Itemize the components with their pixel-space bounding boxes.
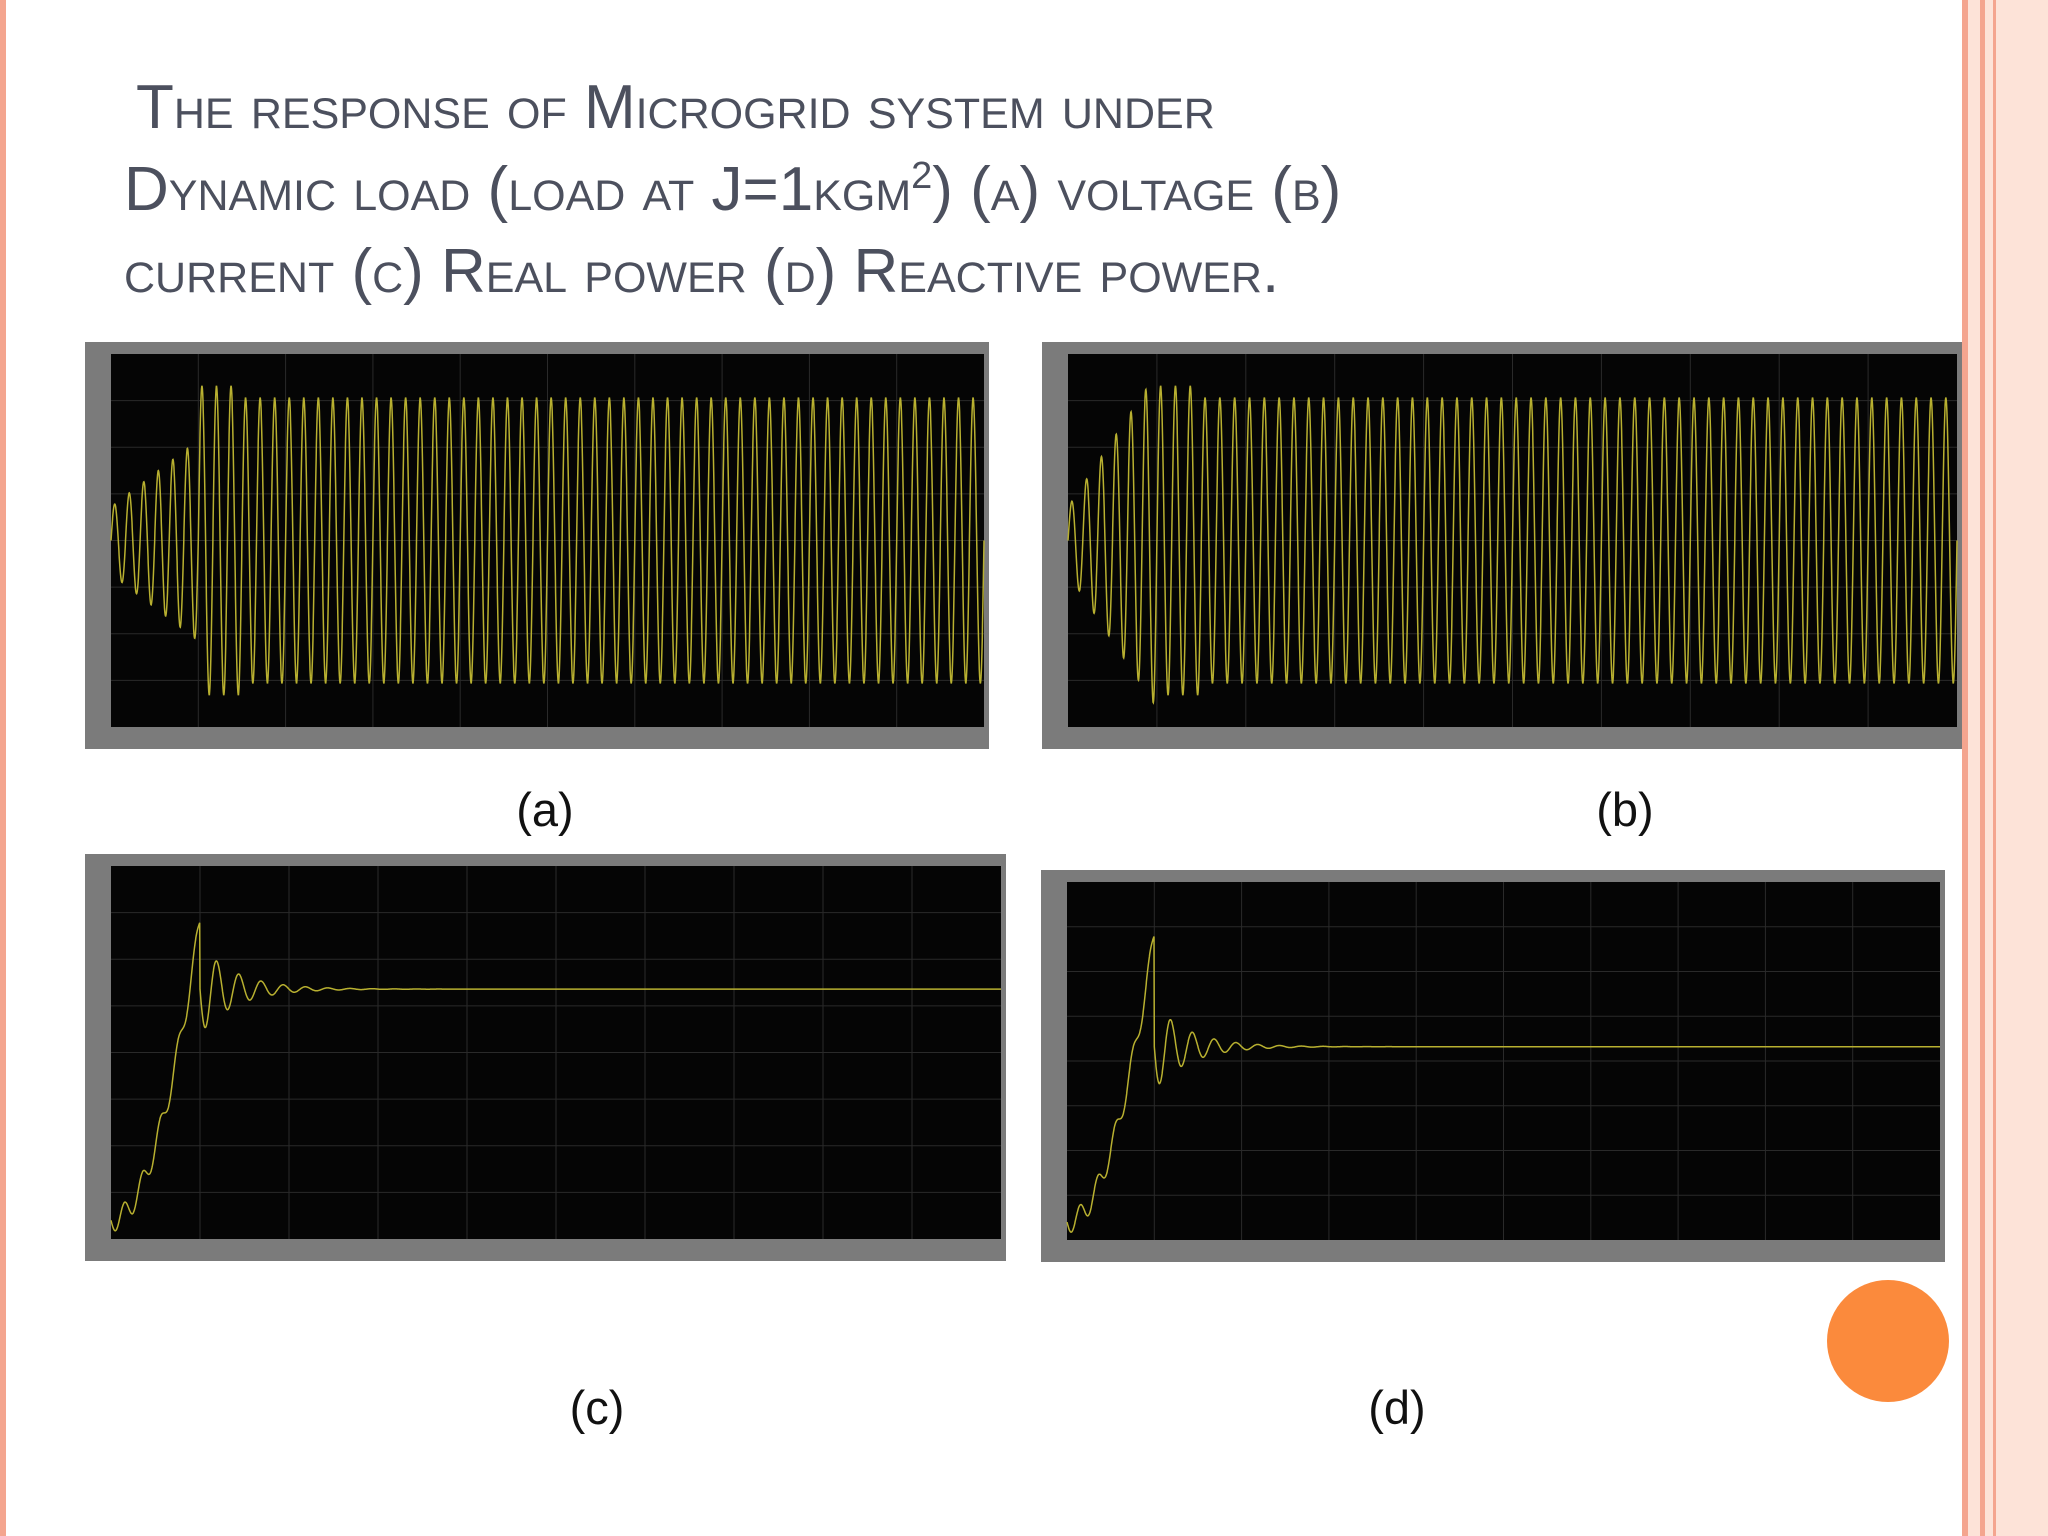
scope-trace bbox=[110, 385, 985, 696]
right-stripe bbox=[1993, 0, 1996, 1536]
scope-image bbox=[85, 342, 989, 749]
title-text: ) (a) voltage (b) bbox=[932, 155, 1341, 224]
scope-trace bbox=[1066, 936, 1940, 1233]
right-stripe bbox=[1962, 0, 1968, 1536]
caption: (a) bbox=[516, 783, 573, 836]
title-line: The response of Microgrid system under bbox=[136, 73, 1215, 142]
title-line: current (c) Real power (d) Reactive powe… bbox=[124, 237, 1279, 306]
right-border bbox=[1962, 0, 2048, 1536]
caption: (c) bbox=[570, 1381, 625, 1434]
caption: (b) bbox=[1596, 783, 1653, 836]
right-stripe bbox=[1980, 0, 1985, 1536]
left-border bbox=[0, 0, 6, 1536]
title-sup: 2 bbox=[911, 155, 932, 197]
scope-image bbox=[85, 854, 1006, 1261]
title-text: Dynamic load (load at J=1kgm bbox=[124, 155, 911, 224]
title-line: Dynamic load (load at J=1kgm2) (a) volta… bbox=[124, 155, 1341, 224]
scope-trace bbox=[1067, 385, 1958, 705]
scope-trace bbox=[110, 922, 1001, 1232]
decor-circle bbox=[1827, 1280, 1949, 1402]
figures bbox=[85, 342, 1962, 1262]
scope-image bbox=[1042, 342, 1962, 749]
caption: (d) bbox=[1368, 1381, 1425, 1434]
scope-image bbox=[1041, 870, 1945, 1262]
